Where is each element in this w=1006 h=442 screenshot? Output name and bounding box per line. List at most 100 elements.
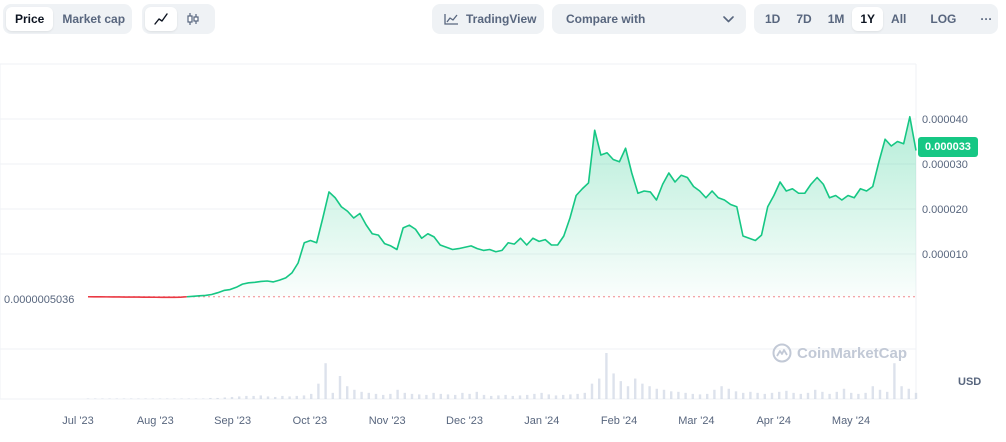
volume-bar <box>180 398 183 399</box>
volume-bar <box>569 394 572 399</box>
volume-bar <box>619 381 622 399</box>
volume-bar <box>151 398 154 399</box>
volume-bar <box>158 398 162 399</box>
watermark-text: CoinMarketCap <box>797 344 908 362</box>
volume-bar <box>914 392 918 399</box>
candlestick-button[interactable] <box>177 7 209 31</box>
volume-bar <box>338 376 342 399</box>
volume-bar <box>144 398 147 399</box>
volume-bar <box>857 393 860 399</box>
volume-bar <box>137 398 140 399</box>
volume-bar <box>893 363 896 399</box>
volume-bar <box>540 392 543 399</box>
currency-label: USD <box>958 376 982 388</box>
volume-bar <box>223 397 226 399</box>
line-chart-button[interactable] <box>145 7 177 31</box>
volume-bar <box>115 398 118 399</box>
volume-bar <box>302 395 306 399</box>
volume-bar <box>626 386 630 399</box>
x-tick-label: Mar '24 <box>678 415 714 427</box>
volume-bar <box>677 391 680 399</box>
volume-bar <box>497 395 500 399</box>
volume-bar <box>785 390 788 399</box>
volume-bar <box>698 394 702 399</box>
volume-bar <box>396 389 399 399</box>
volume-bar <box>432 392 435 399</box>
tradingview-label: TradingView <box>466 12 537 26</box>
x-tick-label: Nov '23 <box>369 415 406 427</box>
volume-bar <box>360 391 363 399</box>
volume-bar <box>317 383 320 399</box>
volume-bar <box>86 398 90 399</box>
volume-bar <box>756 392 759 399</box>
x-tick-label: Aug '23 <box>137 415 174 427</box>
volume-bar <box>403 392 406 399</box>
volume-bar <box>670 391 673 399</box>
volume-bar <box>382 394 385 399</box>
range-1m-button[interactable]: 1M <box>827 12 845 26</box>
coinmarketcap-watermark: CoinMarketCap <box>772 343 907 363</box>
volume-bar <box>720 386 723 399</box>
volume-bar <box>374 393 378 399</box>
volume-bar <box>605 353 608 399</box>
price-marketcap-toggle: Price Market cap <box>3 4 132 34</box>
x-tick-label: Jan '24 <box>524 415 559 427</box>
volume-bar <box>122 398 126 399</box>
volume-bar <box>742 392 745 399</box>
compare-with-dropdown[interactable]: Compare with <box>552 4 746 34</box>
x-tick-label: Feb '24 <box>601 415 637 427</box>
range-7d-button[interactable]: 7D <box>796 12 812 26</box>
volume-bar <box>749 391 752 399</box>
volume-bar <box>446 394 450 399</box>
volume-bar <box>274 396 277 399</box>
volume-bar <box>864 392 867 399</box>
volume-bar <box>410 393 414 399</box>
volume-bar <box>850 392 853 399</box>
tradingview-button[interactable]: TradingView <box>432 4 544 34</box>
log-scale-button[interactable]: LOG <box>930 12 957 26</box>
volume-bar <box>662 389 666 399</box>
x-tick-label: Dec '23 <box>446 415 483 427</box>
range-1d-button[interactable]: 1D <box>765 12 781 26</box>
volume-bar <box>238 396 241 399</box>
y-tick-label: 0.000020 <box>922 204 968 216</box>
tab-market-cap[interactable]: Market cap <box>62 12 126 26</box>
volume-bar <box>418 394 421 399</box>
line-chart-icon <box>154 13 168 25</box>
volume-bar <box>439 393 442 399</box>
volume-bar <box>562 394 565 399</box>
y-tick-label: 0.000040 <box>922 114 968 126</box>
range-all-button[interactable]: All <box>891 12 907 26</box>
volume-bar <box>554 395 558 399</box>
volume-bar <box>634 378 637 399</box>
volume-bar <box>878 389 882 399</box>
volume-bar <box>425 394 428 399</box>
tab-price[interactable]: Price <box>6 7 54 31</box>
volume-bar <box>331 392 334 399</box>
price-area <box>186 116 917 297</box>
volume-bar <box>94 398 97 399</box>
volume-bar <box>353 389 356 399</box>
volume-bar <box>166 398 169 399</box>
price-line <box>87 115 917 299</box>
volume-bar <box>454 394 457 399</box>
volume-bar <box>576 393 579 399</box>
more-options-button[interactable]: ··· <box>980 12 993 26</box>
volume-bar <box>259 395 262 399</box>
volume-bar <box>706 393 709 399</box>
volume-bar <box>130 398 133 399</box>
volume-bar <box>346 386 349 399</box>
range-1y-button[interactable]: 1Y <box>852 7 884 31</box>
volume-bar <box>266 396 270 399</box>
volume-bar <box>461 392 464 399</box>
volume-bar <box>526 394 529 399</box>
volume-bar <box>209 397 212 399</box>
chart-toolbar: Price Market cap TradingView Compare wit… <box>0 4 1006 34</box>
volume-bar <box>770 392 774 399</box>
volume-bar <box>778 391 781 399</box>
y-tick-label: 0.000010 <box>922 249 968 261</box>
volume-bar <box>295 395 298 399</box>
x-tick-label: Apr '24 <box>756 415 791 427</box>
start-price-label: 0.0000005036 <box>4 294 78 306</box>
